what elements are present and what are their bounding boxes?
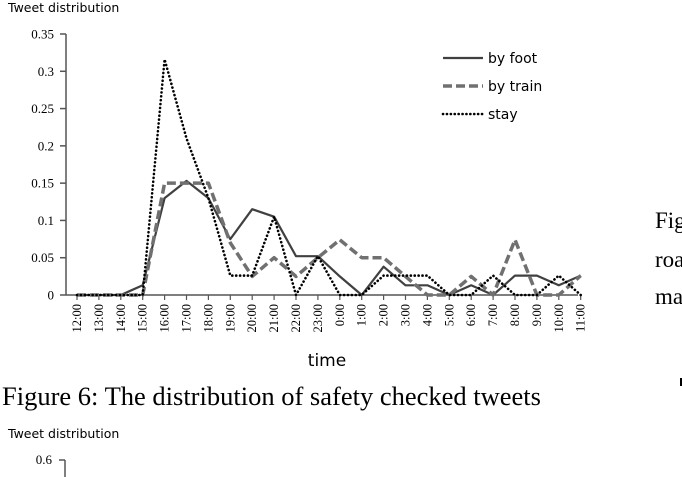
x-axis-label: time xyxy=(308,351,346,371)
x-tick-label: 0:00 xyxy=(333,304,347,326)
y-tick-label: 0.1 xyxy=(38,213,54,228)
x-tick-label: 18:00 xyxy=(201,304,215,332)
plot-area xyxy=(75,58,583,297)
y-tick-label: 0.25 xyxy=(31,101,54,116)
side-text-line-1: Fig xyxy=(655,208,682,233)
x-tick-label: 22:00 xyxy=(289,304,303,332)
series-line-stay xyxy=(75,58,583,297)
x-tick-label: 11:00 xyxy=(574,304,588,332)
figure-caption: Figure 6: The distribution of safety che… xyxy=(2,381,541,411)
x-tick-label: 10:00 xyxy=(552,304,566,332)
y-axis-label: Tweet distribution xyxy=(7,0,119,15)
y-tick-label: 0.2 xyxy=(38,138,54,153)
x-tick-label: 15:00 xyxy=(136,304,150,332)
x-tick-label: 1:00 xyxy=(355,304,369,326)
x-tick-label: 5:00 xyxy=(442,304,456,326)
chart2-y-axis-label: Tweet distribution xyxy=(7,426,119,441)
x-tick-label: 19:00 xyxy=(223,304,237,332)
x-tick-label: 17:00 xyxy=(180,304,194,332)
x-tick-label: 7:00 xyxy=(486,304,500,326)
y-tick-label: 0.3 xyxy=(38,64,54,79)
x-tick-label: 21:00 xyxy=(267,304,281,332)
x-tick-label: 4:00 xyxy=(420,304,434,326)
x-tick-label: 23:00 xyxy=(311,304,325,332)
x-tick-label: 14:00 xyxy=(114,304,128,332)
x-tick-label: 9:00 xyxy=(530,304,544,326)
y-tick-label: 0 xyxy=(48,288,55,303)
legend-label: by foot xyxy=(488,51,538,67)
y-tick-label: 0.15 xyxy=(31,176,54,191)
x-tick-label: 20:00 xyxy=(245,304,259,332)
series-line-by-foot xyxy=(77,179,582,297)
legend: by foot by train stay xyxy=(441,51,542,123)
chart2-y-tick-label: 0.6 xyxy=(36,452,53,467)
side-text-line-3: ma xyxy=(655,284,682,309)
y-tick-label: 0.35 xyxy=(31,27,54,42)
x-tick-label: 13:00 xyxy=(92,304,106,332)
side-text-line-2: roa xyxy=(655,247,682,272)
series-line-by-train xyxy=(77,181,582,297)
x-tick-label: 2:00 xyxy=(377,304,391,326)
legend-label: stay xyxy=(488,107,518,123)
x-tick-label: 16:00 xyxy=(158,304,172,332)
x-tick-label: 12:00 xyxy=(70,304,84,332)
x-tick-label: 6:00 xyxy=(464,304,478,326)
x-tick-label: 3:00 xyxy=(399,304,413,326)
x-tick-label: 8:00 xyxy=(508,304,522,326)
x-axis: 12:00 13:00 14:00 15:00 16:00 17:00 18:00 19:00… xyxy=(66,294,588,332)
legend-label: by train xyxy=(488,79,542,95)
y-axis: 0 0.05 0.1 0.15 0.2 0.25 0.3 0.35 xyxy=(31,27,67,303)
y-tick-label: 0.05 xyxy=(31,250,54,265)
